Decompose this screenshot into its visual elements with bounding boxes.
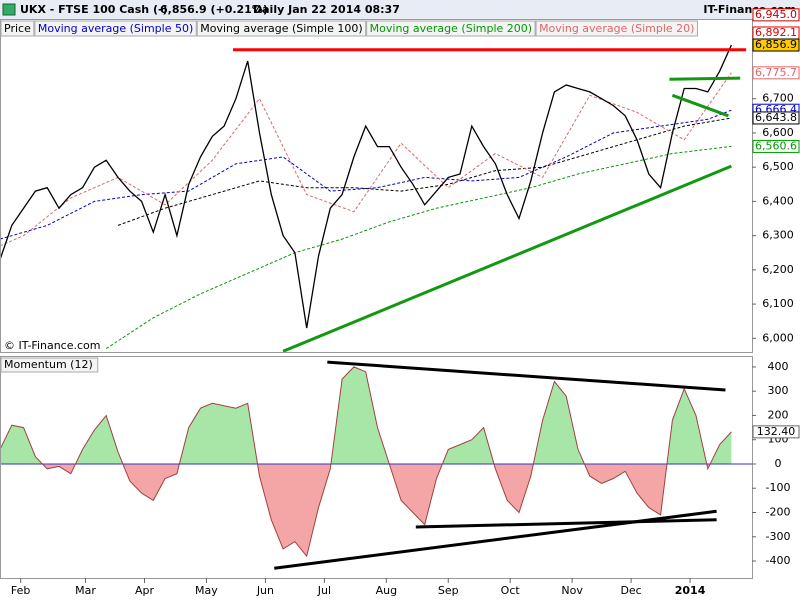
x-tick-label: Mar [75,584,96,597]
x-tick-label: 2014 [675,584,706,597]
momentum-positive-area [1,366,732,464]
price-panel [0,19,753,353]
legend-label: Moving average (Simple 100) [200,22,362,35]
x-tick-label: Feb [11,584,30,597]
trendline [415,518,717,529]
legend-label: Moving average (Simple 200) [370,22,532,35]
x-tick-label: Jun [256,584,274,597]
x-tick-label: Nov [561,584,583,597]
legend-tab [366,20,536,37]
x-tick-label: Oct [501,584,521,597]
value-label-box [752,66,800,80]
symbol: UKX - FTSE 100 Cash (-) [20,3,168,16]
value-label: 6,560.6 [755,139,797,152]
value-label: 6,945.0 [755,8,797,21]
y-tick-label: 6,400 [762,194,794,207]
y-tick-label: 300 [768,384,789,397]
value-label-box [752,38,800,52]
value-label-box [752,139,800,153]
momentum-line [1,366,732,558]
trendline [327,360,726,392]
legend-label: Moving average (Simple 20) [539,22,694,35]
value-label-box [752,425,800,439]
x-tick-label: Jul [317,584,331,597]
y-tick-label: -300 [766,530,791,543]
y-tick-label: 400 [768,360,789,373]
y-tick-label: 0 [775,457,782,470]
x-tick-label: Sep [438,584,459,597]
x-tick-label: Dec [620,584,641,597]
quote: 6,856.9 (+0.21%) [160,3,268,16]
legend-tab [34,20,197,37]
logo [2,3,16,16]
moving-average-line [117,117,732,226]
watermark: © IT-Finance.com [4,339,101,352]
legend-tab [0,357,99,373]
value-label: 6,643.8 [755,111,797,124]
trendline [671,93,729,118]
moving-average-line [105,145,732,350]
value-label: 6,856.9 [755,38,797,51]
y-tick-label: -100 [766,481,791,494]
panel-title: Momentum (12) [4,358,93,371]
y-tick-label: -400 [766,554,791,567]
y-tick-label: 6,500 [762,160,794,173]
y-tick-label: 6,700 [762,92,794,105]
y-tick-label: 6,300 [762,229,794,242]
value-label-box [752,8,800,22]
legend-label: Price [4,22,31,35]
header-bar [0,0,800,19]
momentum-negative-area [42,463,711,557]
legend-tab [0,20,35,37]
legend-label: Moving average (Simple 50) [38,22,193,35]
value-label-box [752,111,800,125]
legend-tab [196,20,367,37]
momentum-panel [0,356,753,579]
y-tick-label: 6,200 [762,263,794,276]
legend-tab [535,20,698,37]
y-tick-label: 6,000 [762,331,794,344]
x-tick-label: May [195,584,218,597]
value-label: 6,775.7 [755,66,797,79]
x-tick-label: Apr [135,584,155,597]
price-line [1,44,732,329]
y-tick-label: 6,100 [762,297,794,310]
trendline [669,76,741,81]
period: Daily Jan 22 2014 08:37 [253,3,400,16]
y-tick-label: -200 [766,506,791,519]
value-label: 132.40 [757,425,796,438]
x-tick-label: Aug [376,584,397,597]
value-label: 6,892.1 [755,26,797,39]
y-tick-label: 6,600 [762,126,794,139]
trendline [282,164,732,352]
y-tick-label: 200 [768,408,789,421]
